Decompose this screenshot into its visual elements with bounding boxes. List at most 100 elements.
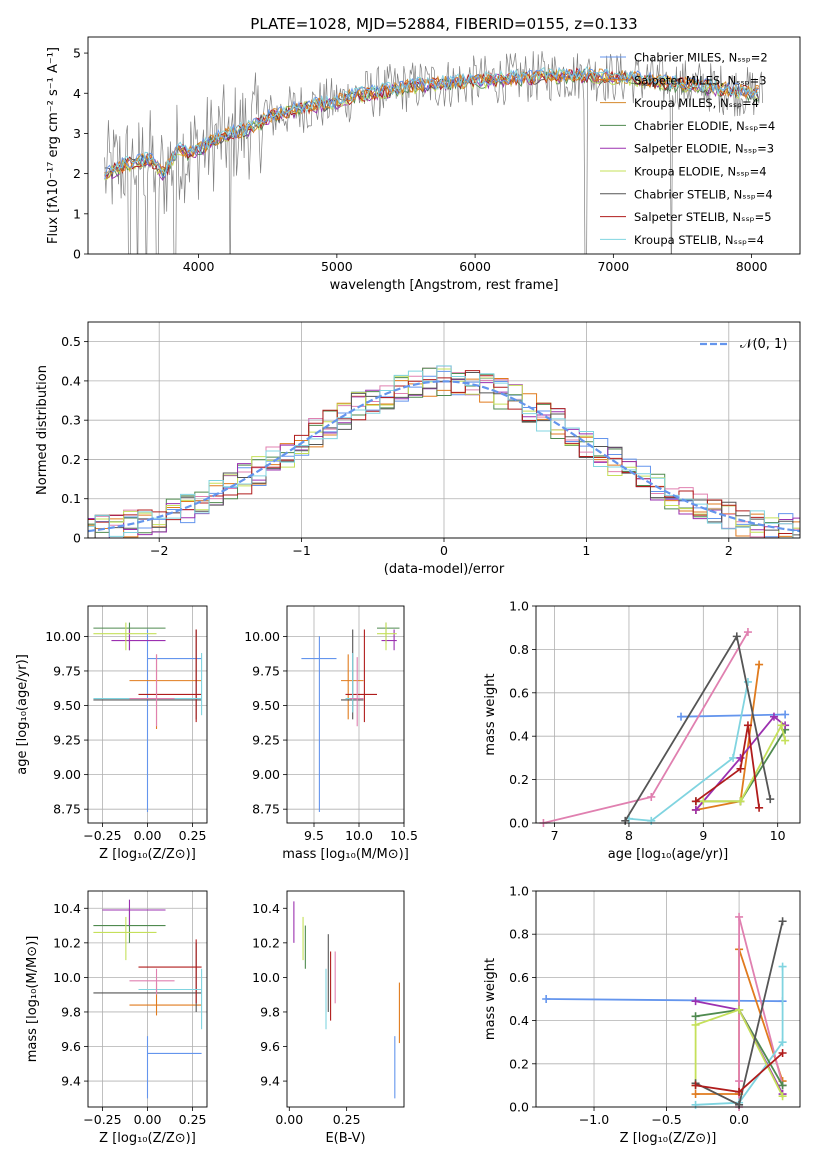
y-tick-label: 9.00 — [53, 767, 81, 782]
series-marker — [732, 632, 741, 641]
y-tick-label: 9.50 — [53, 698, 81, 713]
series-marker — [778, 1092, 787, 1101]
y-tick-label: 10.4 — [53, 901, 81, 916]
series-marker — [755, 803, 764, 812]
y-tick-label: 0.2 — [509, 1056, 529, 1071]
x-tick-label: 7000 — [597, 259, 629, 274]
series-marker — [778, 1081, 787, 1090]
x-tick-label: 0.0 — [729, 1112, 749, 1127]
y-tick-label: 0.0 — [509, 1100, 529, 1115]
series-line-krou_elodie — [694, 1008, 784, 1097]
y-tick-label: 9.6 — [260, 1039, 280, 1054]
x-axis-label: mass [log₁₀(M/M⊙)] — [282, 847, 409, 862]
x-tick-label: 10 — [770, 828, 786, 843]
histogram-step-krou_elodie — [88, 368, 800, 538]
legend-label: Salpeter STELIB, Nₛₛₚ=5 — [634, 210, 772, 224]
x-tick-label: −1 — [292, 543, 310, 558]
legend-label: Salpeter MILES, Nₛₛₚ=3 — [634, 73, 767, 87]
y-tick-label: 0 — [73, 531, 81, 546]
x-tick-label: −2 — [150, 543, 168, 558]
series-marker — [781, 736, 790, 745]
axes-frame — [535, 605, 801, 824]
y-tick-label: 0.8 — [509, 927, 529, 942]
x-tick-label: 0.25 — [179, 1112, 207, 1127]
spectrum-model-line-krou_stelib — [104, 66, 759, 175]
axes-frame — [87, 605, 208, 824]
y-tick-label: 3 — [73, 126, 81, 141]
series-marker — [769, 712, 778, 721]
y-axis-label: Flux [fλ10⁻¹⁷ erg cm⁻² s⁻¹ A⁻¹] — [46, 47, 61, 244]
legend-label: Salpeter ELODIE, Nₛₛₚ=3 — [634, 142, 774, 156]
y-axis-label: Normed distribution — [35, 365, 50, 495]
y-tick-label: 0.0 — [509, 816, 529, 831]
legend-label: Kroupa MILES, Nₛₛₚ=4 — [634, 96, 759, 110]
y-tick-label: 8.75 — [252, 802, 280, 817]
spectrum-title: PLATE=1028, MJD=52884, FIBERID=0155, z=0… — [250, 15, 637, 33]
series-marker — [647, 792, 656, 801]
axes-frame — [535, 890, 801, 1108]
spectrum-panel: 4000 5000 6000 7000 8000 0 1 2 3 4 5 PLATE=1028, MJ… — [46, 15, 801, 293]
spectrum-model-line-chab_miles — [104, 66, 759, 180]
series-marker — [735, 1005, 744, 1014]
y-tick-label: 5 — [73, 46, 81, 61]
y-tick-label: 10.4 — [252, 901, 280, 916]
y-tick-label: 0.6 — [509, 685, 529, 700]
series-marker — [691, 797, 700, 806]
histogram-step-salp_miles — [88, 377, 800, 538]
series-marker — [778, 962, 787, 971]
y-tick-label: 9.75 — [53, 663, 81, 678]
series-line-krou_stelib — [628, 681, 749, 822]
y-tick-label: 0.2 — [61, 452, 81, 467]
x-axis-label: wavelength [Angstrom, rest frame] — [330, 278, 559, 293]
age_vs_mass-panel: 9.5 10.0 10.5 8.75 9.00 9.25 9.50 9.75 10.00 mass… — [244, 605, 418, 862]
series-line-salp_stelib — [695, 725, 760, 808]
y-axis-label: mass weight — [483, 673, 498, 755]
series-marker — [699, 797, 708, 806]
x-tick-label: 8000 — [736, 259, 768, 274]
y-tick-label: 9.4 — [61, 1074, 81, 1089]
series-marker — [777, 721, 786, 730]
legend-label: Chabrier ELODIE, Nₛₛₚ=4 — [634, 119, 775, 133]
series-marker — [755, 660, 764, 669]
x-tick-label: −0.25 — [83, 1112, 121, 1127]
y-tick-label: 10.2 — [252, 935, 280, 950]
legend-label: Kroupa STELIB, Nₛₛₚ=4 — [634, 233, 764, 247]
y-tick-label: 8.75 — [53, 802, 81, 817]
y-tick-label: 9.00 — [252, 767, 280, 782]
series-marker — [778, 1049, 787, 1057]
histogram-step-krou_stelib — [88, 365, 800, 538]
series-marker — [691, 1090, 700, 1099]
x-tick-label: 0.00 — [134, 1112, 162, 1127]
y-tick-label: 0.4 — [61, 373, 81, 388]
age_vs_z-panel: −0.25 0.00 0.25 8.75 9.00 9.25 9.50 9.75 10.00 Z … — [15, 605, 208, 862]
axes-frame — [87, 36, 801, 255]
y-tick-label: 0.8 — [509, 642, 529, 657]
y-tick-label: 10.0 — [53, 970, 81, 985]
y-tick-label: 9.4 — [260, 1074, 280, 1089]
series-marker — [735, 912, 744, 921]
y-tick-label: 1.0 — [509, 884, 529, 899]
y-tick-label: 0.4 — [509, 1013, 529, 1028]
series-marker — [691, 1081, 700, 1090]
series-marker — [743, 721, 752, 730]
x-tick-label: 0.25 — [179, 828, 207, 843]
y-tick-label: 0.3 — [61, 413, 81, 428]
y-tick-label: 9.25 — [53, 733, 81, 748]
series-marker — [766, 795, 775, 804]
x-tick-label: 9 — [699, 828, 707, 843]
series-line-chab_miles — [680, 713, 786, 718]
x-tick-label: 0.00 — [275, 1112, 303, 1127]
legend-label: Kroupa ELODIE, Nₛₛₚ=4 — [634, 165, 767, 179]
series-marker — [778, 1038, 787, 1047]
axes-frame — [286, 890, 405, 1108]
series-line-chab_miles — [546, 998, 783, 1003]
axes-frame — [87, 321, 801, 539]
y-tick-label: 10.0 — [252, 970, 280, 985]
axes-frame — [87, 890, 208, 1108]
y-tick-label: 10.2 — [53, 935, 81, 950]
series-marker — [736, 797, 745, 806]
mass_weight_vs_age-panel: 7 8 9 10 0.0 0.2 0.4 0.6 0.8 1.0 age [log₁₀(age/yr… — [483, 599, 801, 862]
series-marker — [691, 997, 700, 1006]
x-tick-label: 9.5 — [304, 828, 324, 843]
